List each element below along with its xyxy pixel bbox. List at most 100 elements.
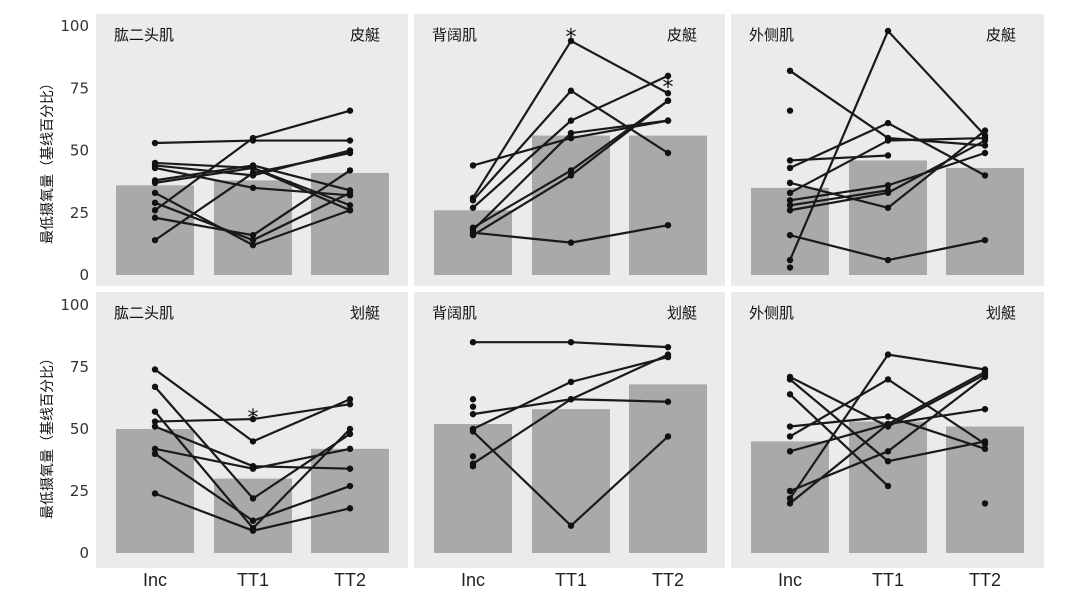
subject-point <box>884 27 892 35</box>
subject-point <box>346 207 354 214</box>
subject-point <box>346 137 354 144</box>
subject-point <box>786 448 794 455</box>
subject-line <box>887 378 986 445</box>
subject-line <box>570 398 669 403</box>
subject-point <box>346 202 354 209</box>
subject-point <box>151 214 159 221</box>
subject-line <box>789 450 889 493</box>
panel-muscle-label: 肱二头肌 <box>114 26 174 44</box>
subject-line <box>570 39 669 95</box>
subject-line <box>472 398 572 465</box>
subject-point <box>884 458 892 465</box>
subject-line <box>887 239 986 262</box>
subject-line <box>570 224 669 244</box>
subject-line <box>252 485 351 522</box>
bar <box>116 185 194 275</box>
y-tick-label: 25 <box>70 204 89 222</box>
subject-point <box>884 137 892 144</box>
subject-point <box>664 343 672 351</box>
panel: 外侧肌 划艇 <box>731 292 1044 568</box>
subject-point <box>981 127 989 134</box>
panel: 肱二头肌 皮艇 <box>96 14 408 286</box>
y-axis-label: 最低摄氧量（基线百分比） 最低摄氧量（基线百分比） <box>39 76 56 519</box>
y-tick-label: 50 <box>70 142 89 160</box>
subject-point <box>469 339 477 346</box>
subject-line <box>252 447 351 470</box>
subject-line <box>887 136 986 142</box>
panel: 背阔肌 划艇 <box>414 292 725 568</box>
x-tick-label: Inc <box>143 570 167 590</box>
subject-line <box>252 191 351 242</box>
subject-point <box>346 445 354 453</box>
significance-star: * <box>248 406 259 431</box>
subject-line <box>154 191 254 247</box>
x-tick-label: Inc <box>461 570 485 590</box>
subject-point <box>981 236 989 244</box>
subject-point <box>664 72 672 80</box>
subject-line <box>570 74 669 122</box>
subject-point <box>469 403 477 410</box>
subject-point <box>664 433 672 440</box>
subject-point <box>981 500 989 507</box>
bar <box>629 135 707 275</box>
y-tick-label: 0 <box>79 266 89 284</box>
subject-line <box>789 353 889 500</box>
subject-point <box>884 376 892 383</box>
subject-point <box>346 482 354 490</box>
y-tick-label: 75 <box>70 358 89 376</box>
subject-point <box>786 487 794 495</box>
bar <box>434 424 512 553</box>
subject-line <box>252 169 351 237</box>
subject-point <box>249 517 257 524</box>
subject-point <box>346 430 354 438</box>
subject-line <box>154 172 254 242</box>
subject-point <box>346 167 354 174</box>
subject-line <box>789 234 889 262</box>
bar <box>214 478 292 553</box>
subject-line <box>789 415 889 428</box>
subject-line <box>789 378 889 438</box>
subject-line <box>887 30 986 137</box>
subject-point <box>786 495 794 502</box>
subject-point <box>981 405 989 413</box>
subject-point <box>981 373 989 381</box>
subject-point <box>884 152 892 159</box>
subject-point <box>469 396 477 403</box>
subject-point <box>469 204 477 211</box>
subject-line <box>887 353 986 371</box>
subject-point <box>884 420 892 428</box>
plot-area: 0 25 50 75 100 0 25 50 75 100 Inc TT1 TT2 Inc TT1 TT2 In… <box>60 14 1044 590</box>
subject-line <box>472 119 572 209</box>
subject-point <box>346 396 354 403</box>
subject-line <box>252 109 351 140</box>
subject-line <box>252 186 351 197</box>
subject-point <box>567 117 575 124</box>
subject-point <box>664 398 672 405</box>
subject-line <box>570 99 669 177</box>
subject-point <box>151 199 159 206</box>
subject-point <box>884 256 892 264</box>
subject-point <box>786 500 794 507</box>
subject-line <box>887 151 986 187</box>
subject-point <box>151 423 159 430</box>
panel: * * 背阔肌 皮艇 <box>414 14 725 286</box>
subject-point <box>249 231 257 239</box>
subject-line <box>472 90 572 202</box>
subject-point <box>249 164 257 172</box>
subject-point <box>567 339 575 346</box>
subject-line <box>154 368 254 443</box>
y-tick-label: 25 <box>70 482 89 500</box>
subject-line <box>472 136 572 167</box>
subject-point <box>249 134 257 142</box>
subject-line <box>472 132 572 231</box>
subject-line <box>789 181 889 209</box>
subject-point <box>786 67 794 75</box>
subject-point <box>151 418 159 425</box>
subject-point <box>151 179 159 187</box>
subject-line <box>789 393 889 487</box>
subject-point <box>249 438 257 445</box>
subject-line <box>789 69 889 139</box>
y-tick-label: 100 <box>60 296 89 314</box>
subject-point <box>786 179 794 187</box>
subject-line <box>472 169 572 229</box>
